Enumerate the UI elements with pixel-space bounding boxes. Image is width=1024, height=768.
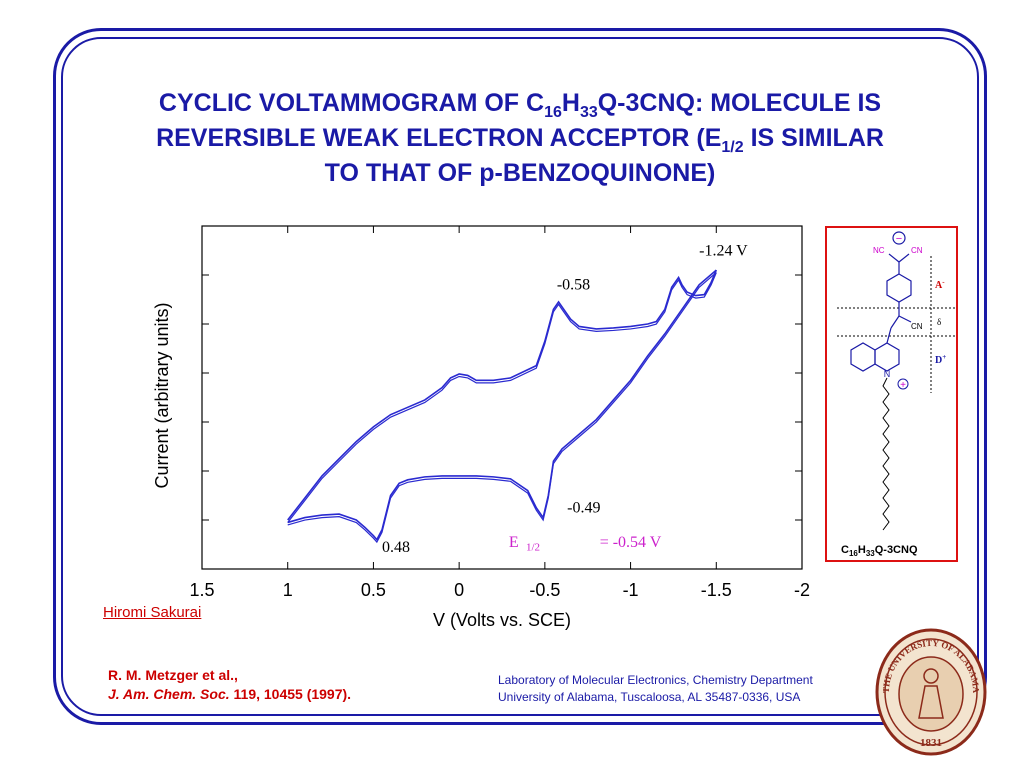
cv-trace — [287, 269, 717, 542]
x-tick-labels: 1.5 1 0.5 0 -0.5 -1 -1.5 -2 — [189, 580, 810, 600]
nc-label: NC — [873, 246, 885, 255]
series-group — [287, 269, 718, 544]
x-tick-label: 1.5 — [189, 580, 214, 600]
plus-charge-sign: + — [900, 380, 906, 391]
peak-annotation: E — [509, 534, 519, 551]
minus-charge-circle — [892, 231, 906, 245]
citation-volume: 119, 10455 (1997). — [229, 686, 352, 702]
lab-location: University of Alabama, Tuscaloosa, AL 35… — [498, 690, 801, 704]
acceptor-label: A- — [935, 278, 945, 291]
title-line-3: TO THAT OF p-BENZOQUINONE) — [324, 159, 716, 187]
slide-frame-outer — [53, 28, 987, 725]
peak-annotation: = -0.54 V — [600, 534, 662, 551]
x-tick-label: -0.5 — [529, 580, 560, 600]
x-axis-label: V (Volts vs. SCE) — [433, 610, 571, 630]
molecule-structure-drawing: − NC CN CN A- δ D+ N + C16H33Q-3CNQ — [837, 231, 956, 558]
minus-charge-sign: − — [896, 233, 902, 245]
seal-year: 1831 — [920, 737, 942, 749]
cv-trace-repeat — [287, 272, 717, 544]
citation-authors: R. M. Metzger et al., — [108, 667, 238, 683]
citation: R. M. Metzger et al., J. Am. Chem. Soc. … — [108, 666, 351, 704]
peak-annotation: 1/2 — [526, 541, 540, 553]
lab-address: Laboratory of Molecular Electronics, Che… — [498, 672, 813, 706]
lab-name: Laboratory of Molecular Electronics, Che… — [498, 673, 813, 687]
slide-frame-inner — [61, 37, 979, 716]
cv-trace-repeat — [287, 272, 717, 523]
x-tick-label: -1 — [623, 580, 639, 600]
peak-annotation: -1.24 V — [699, 242, 748, 259]
delta-label: δ — [937, 317, 941, 327]
title-line-2: REVERSIBLE WEAK ELECTRON ACCEPTOR (E1/2 … — [156, 124, 884, 156]
annotation-group: -1.24 V -0.58 -0.49 0.48 E 1/2 = -0.54 V — [382, 242, 748, 555]
donor-label: D+ — [935, 353, 946, 366]
benzene-ring — [886, 273, 912, 303]
axis-ticks — [201, 226, 803, 569]
dicyanomethide-group — [886, 231, 912, 329]
title-line-1: CYCLIC VOLTAMMOGRAM OF C16H33Q-3CNQ: MOL… — [158, 89, 882, 121]
peak-annotation: 0.48 — [382, 539, 410, 556]
quinolinium-ring — [850, 327, 900, 372]
peak-annotation: -0.58 — [557, 277, 590, 294]
y-axis-label: Current (arbitrary units) — [152, 302, 172, 488]
molecule-formula: C16H33Q-3CNQ — [841, 544, 918, 558]
cn-label: CN — [911, 246, 923, 255]
alkyl-chain — [882, 377, 890, 531]
cn2-label: CN — [911, 322, 923, 331]
molecule-structure-box: − NC CN CN A- δ D+ N + C16H33Q-3CNQ — [825, 226, 958, 562]
x-tick-label: -1.5 — [701, 580, 732, 600]
cv-trace — [287, 269, 718, 521]
peak-annotation: -0.49 — [567, 500, 600, 517]
slide-title: CYCLIC VOLTAMMOGRAM OF C16H33Q-3CNQ: MOL… — [90, 86, 950, 191]
author-link[interactable]: Hiromi Sakurai — [103, 604, 202, 621]
x-tick-label: 1 — [283, 580, 293, 600]
university-seal: THE UNIVERSITY OF ALABAMA 1831 — [875, 628, 987, 756]
citation-journal: J. Am. Chem. Soc. — [108, 686, 230, 702]
plus-charge-circle — [897, 378, 909, 390]
plot-area — [201, 225, 803, 570]
citation-reference: J. Am. Chem. Soc. 119, 10455 (1997). — [108, 685, 351, 704]
x-tick-label: 0.5 — [361, 580, 386, 600]
x-tick-label: 0 — [454, 580, 464, 600]
nitrogen-label: N — [884, 369, 891, 379]
x-tick-label: -2 — [794, 580, 810, 600]
